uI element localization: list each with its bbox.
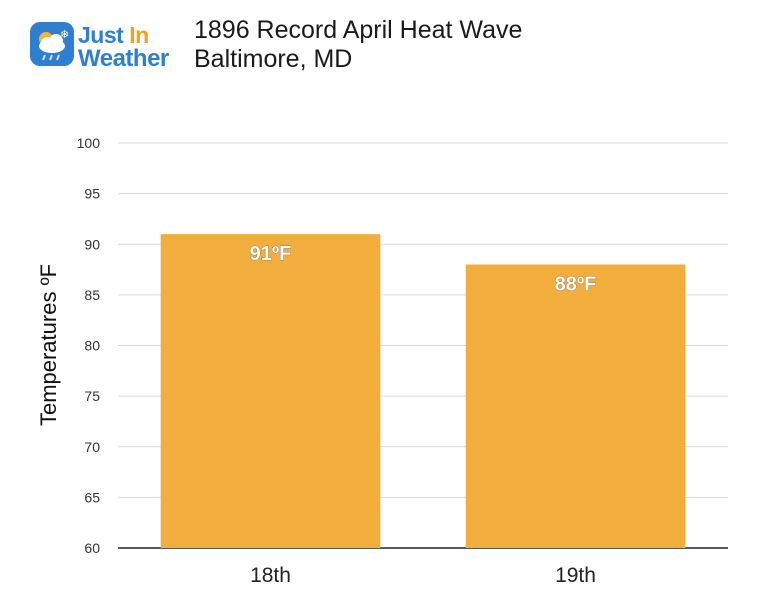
y-axis-label: Temperatures ºF [36, 264, 61, 426]
logo-word-just: Just [78, 22, 124, 48]
y-tick-label: 60 [84, 540, 100, 556]
bar-19th [465, 264, 686, 548]
data-label: 91ºF [250, 243, 292, 265]
y-tick-label: 70 [84, 439, 100, 455]
x-tick-label: 18th [250, 564, 291, 587]
y-tick-label: 90 [84, 236, 100, 252]
y-tick-label: 85 [84, 287, 100, 303]
x-axis-ticks: 18th 19th [250, 564, 596, 587]
x-tick-label: 19th [555, 564, 596, 587]
bars: 91ºF 88ºF [160, 234, 686, 548]
y-tick-label: 95 [84, 186, 100, 202]
logo-word-in: In [129, 22, 149, 48]
just-in-weather-logo: ❄ Just In Weather [24, 20, 184, 78]
y-tick-label: 75 [84, 388, 100, 404]
y-tick-label: 80 [84, 338, 100, 354]
logo-word-weather: Weather [78, 45, 169, 72]
y-tick-label: 65 [84, 489, 100, 505]
y-tick-label: 100 [77, 135, 101, 151]
chart-title-line-2: Baltimore, MD [194, 45, 353, 73]
svg-text:❄: ❄ [60, 28, 69, 41]
logo-line-1: Just In [78, 22, 149, 49]
chart-title: 1896 Record April Heat Wave Baltimore, M… [194, 16, 522, 74]
cloud-sun-snow-icon: ❄ [30, 22, 74, 66]
data-label: 88ºF [555, 274, 597, 296]
bar-18th [160, 234, 381, 548]
y-axis-ticks: 60 65 70 75 80 85 90 95 100 [77, 135, 101, 556]
chart-title-line-1: 1896 Record April Heat Wave [194, 16, 523, 44]
